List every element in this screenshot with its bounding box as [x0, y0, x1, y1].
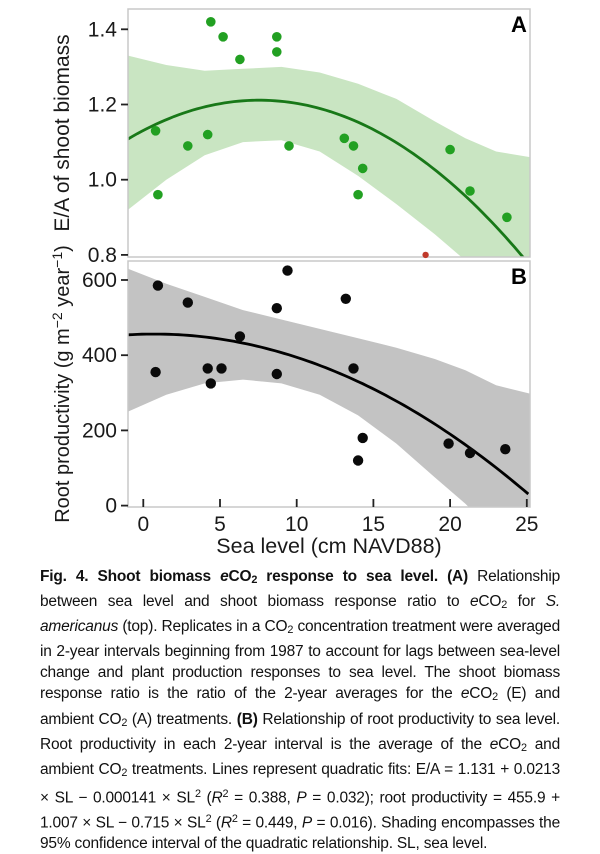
data-point [445, 144, 455, 155]
data-point [282, 265, 293, 276]
x-tick-label: 0 [137, 513, 149, 536]
data-point [272, 47, 282, 57]
data-point [271, 303, 282, 314]
x-tick-label: 5 [214, 513, 226, 536]
data-point [352, 455, 364, 466]
confidence-band-B [128, 268, 530, 507]
data-point [348, 141, 359, 151]
y-tick-label: 600 [82, 269, 117, 292]
data-point [218, 32, 228, 42]
data-point [235, 54, 245, 65]
data-point [502, 212, 512, 223]
y-tick-label: 1.0 [88, 169, 117, 192]
panel-frame-B [127, 260, 531, 508]
data-point [340, 293, 351, 304]
data-point [339, 133, 350, 144]
figure-caption: Fig. 4. Shoot biomass eCO2 response to s… [40, 568, 565, 852]
data-point [182, 297, 193, 308]
y-tick-label: 0 [105, 495, 117, 518]
data-point [357, 163, 368, 174]
data-point [202, 129, 213, 140]
fit-line-B [128, 332, 530, 496]
x-tick-label: 15 [362, 513, 385, 536]
data-point [353, 189, 363, 200]
data-point [234, 331, 246, 342]
data-point [284, 141, 294, 151]
x-tick-label: 25 [515, 513, 538, 536]
y-tick-label: 1.4 [88, 18, 118, 41]
data-point [183, 141, 193, 151]
data-point [205, 378, 216, 389]
data-point [465, 186, 475, 196]
data-point [464, 447, 476, 459]
x-axis-title: Sea level (cm NAVD88) [216, 534, 441, 558]
fit-line-A [128, 98, 525, 257]
data-point [150, 126, 161, 136]
y-tick-label: 400 [82, 344, 117, 367]
data-point [271, 368, 282, 380]
data-point [500, 444, 511, 455]
data-point [216, 363, 227, 374]
data-point [202, 363, 213, 374]
panel-label-B: B [511, 264, 527, 289]
data-point [357, 432, 368, 444]
data-point [348, 363, 359, 374]
scatter-plot-svg: 0.81.01.21.4 AE/A of shoot biomass0200400… [49, 8, 538, 558]
outlier-point [422, 251, 429, 259]
data-point [272, 32, 282, 42]
x-tick-label: 10 [285, 513, 308, 536]
confidence-band-A [128, 55, 530, 257]
panel-label-A: A [511, 12, 527, 37]
data-point [153, 189, 163, 200]
y-axis-title-B: Root productivity (g m−2 year−1) [49, 245, 74, 523]
y-tick-label: 0.8 [88, 244, 117, 267]
data-point [443, 438, 454, 449]
y-tick-label: 200 [82, 419, 117, 442]
y-tick-label: 1.2 [88, 94, 117, 117]
data-point [150, 366, 161, 378]
y-axis-title-A: E/A of shoot biomass [51, 34, 74, 231]
data-point [206, 17, 216, 27]
figure-panel-chart: 0.8 1.0 1.2 1.4 A E/A of shoot biomass 0 200 400… [49, 8, 538, 558]
data-point [152, 280, 164, 291]
x-tick-label: 20 [438, 513, 461, 536]
panel-frame-A [127, 8, 531, 258]
